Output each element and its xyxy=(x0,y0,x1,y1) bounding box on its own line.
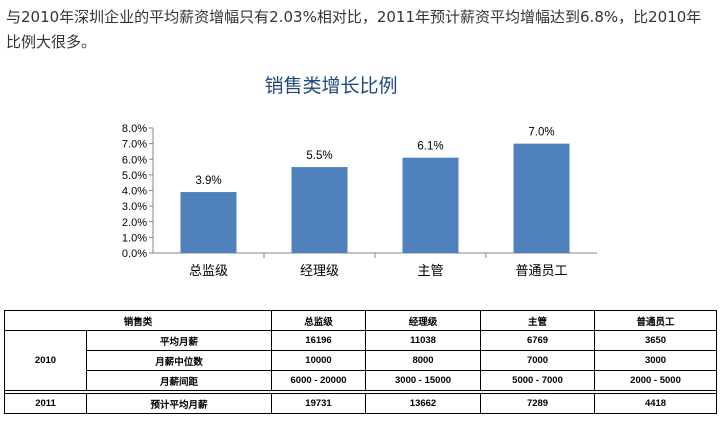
y-tick-label: 3.0% xyxy=(122,201,147,213)
table-row: 月薪中位数 10000 8000 7000 3000 xyxy=(5,350,718,371)
bar-1 xyxy=(180,192,237,253)
row-label: 预计平均月薪 xyxy=(85,393,273,414)
table-cell: 10000 xyxy=(271,350,367,371)
x-tick-label: 普通员工 xyxy=(515,264,567,279)
table-cell: 16196 xyxy=(271,330,367,351)
table-cell: 4418 xyxy=(594,393,718,414)
group-cell: 2010 xyxy=(4,330,87,391)
table-cell: 3000 - 15000 xyxy=(365,370,482,391)
data-label: 7.0% xyxy=(528,127,554,139)
bar-4 xyxy=(513,143,570,253)
x-tick-label: 主管 xyxy=(417,264,443,279)
table-cell: 3650 xyxy=(594,330,718,351)
y-tick-label: 8.0% xyxy=(122,123,147,135)
data-label: 5.5% xyxy=(306,150,332,162)
intro-paragraph: 与2010年深圳企业的平均薪资增幅只有2.03%相对比，2011年预计薪资平均增… xyxy=(6,8,702,51)
table-cell: 11038 xyxy=(365,330,482,351)
table-cell: 6000 - 20000 xyxy=(271,370,367,391)
row-label: 月薪中位数 xyxy=(85,350,273,371)
table-cell: 5000 - 7000 xyxy=(480,370,596,391)
y-tick-label: 5.0% xyxy=(122,170,147,182)
table-cell: 2000 - 5000 xyxy=(594,370,718,391)
chart-title: 销售类增长比例 xyxy=(264,75,397,97)
table-header-row: 销售类 总监级 经理级 主管 普通员工 xyxy=(3,310,718,331)
header-cell: 普通员工 xyxy=(594,310,718,331)
data-label: 3.9% xyxy=(195,175,221,187)
row-label: 平均月薪 xyxy=(85,330,273,351)
group-cell: 2011 xyxy=(4,393,87,414)
table-cell: 13662 xyxy=(365,393,482,414)
y-tick-label: 4.0% xyxy=(122,186,147,198)
data-label: 6.1% xyxy=(417,141,443,153)
x-tick-label: 经理级 xyxy=(300,264,339,279)
y-tick-label: 2.0% xyxy=(122,217,147,229)
header-cell: 经理级 xyxy=(365,310,482,331)
y-tick-label: 0.0% xyxy=(122,248,147,260)
row-label: 月薪间距 xyxy=(85,370,273,391)
salary-table: 销售类 总监级 经理级 主管 普通员工 2010 平均月薪 16196 11038 6769 365… xyxy=(3,310,718,414)
y-tick-label: 7.0% xyxy=(122,139,147,151)
header-cell: 总监级 xyxy=(271,310,367,331)
x-tick-label: 总监级 xyxy=(189,264,228,279)
table-cell: 8000 xyxy=(365,350,482,371)
header-cell: 主管 xyxy=(480,310,596,331)
table-cell: 19731 xyxy=(271,393,367,414)
y-tick-label: 1.0% xyxy=(122,232,147,244)
bar-2 xyxy=(291,167,348,253)
bar-3 xyxy=(402,157,459,253)
y-tick-label: 6.0% xyxy=(122,154,147,166)
table-row: 2011 预计平均月薪 19731 13662 7289 4418 xyxy=(4,393,718,414)
table-row: 2010 平均月薪 16196 11038 6769 3650 xyxy=(4,330,718,391)
table-cell: 7289 xyxy=(480,393,596,414)
table-cell: 3000 xyxy=(594,350,718,371)
bar-chart: 销售类增长比例 0.0% 1.0% 2.0% 3.0% 4.0% 5.0% 6.0% 7.0%… xyxy=(122,75,597,279)
header-cell: 销售类 xyxy=(3,310,273,331)
table-cell: 6769 xyxy=(480,330,596,351)
table-row: 月薪间距 6000 - 20000 3000 - 15000 5000 - 7000 2… xyxy=(5,370,718,391)
table-cell: 7000 xyxy=(480,350,596,371)
